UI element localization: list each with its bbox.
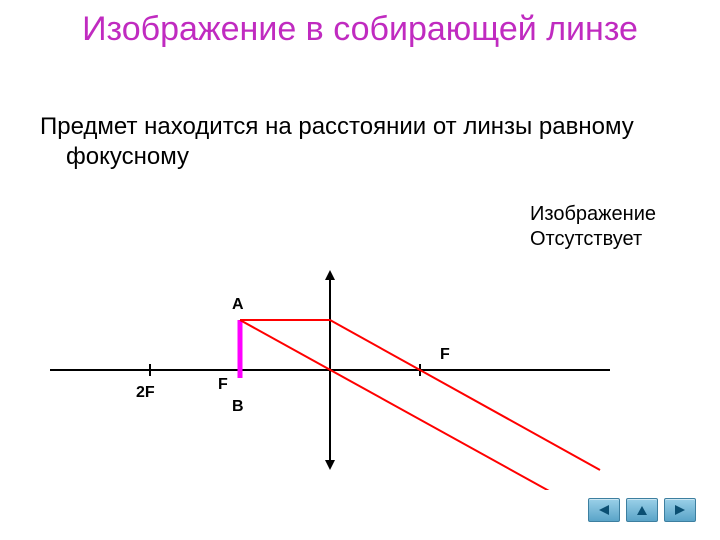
label-2F: 2F <box>136 384 155 402</box>
result-text: Изображение Отсутствует <box>530 202 656 252</box>
lens-diagram: A B F F 2F <box>40 250 620 495</box>
triangle-left-icon <box>597 504 611 516</box>
diagram-svg <box>40 250 620 490</box>
label-F-right: F <box>440 346 450 364</box>
result-line1: Изображение <box>530 203 656 225</box>
label-F-left: F <box>218 376 228 394</box>
label-A: A <box>232 296 244 314</box>
triangle-up-icon <box>635 504 649 516</box>
nav-prev-button[interactable] <box>588 498 620 522</box>
nav-next-button[interactable] <box>664 498 696 522</box>
slide-title: Изображение в собирающей линзе <box>0 10 720 49</box>
slide-subtitle: Предмет находится на расстоянии от линзы… <box>40 112 706 172</box>
triangle-right-icon <box>673 504 687 516</box>
label-B: B <box>232 398 244 416</box>
result-line2: Отсутствует <box>530 228 642 250</box>
nav-controls <box>588 498 696 522</box>
nav-home-button[interactable] <box>626 498 658 522</box>
